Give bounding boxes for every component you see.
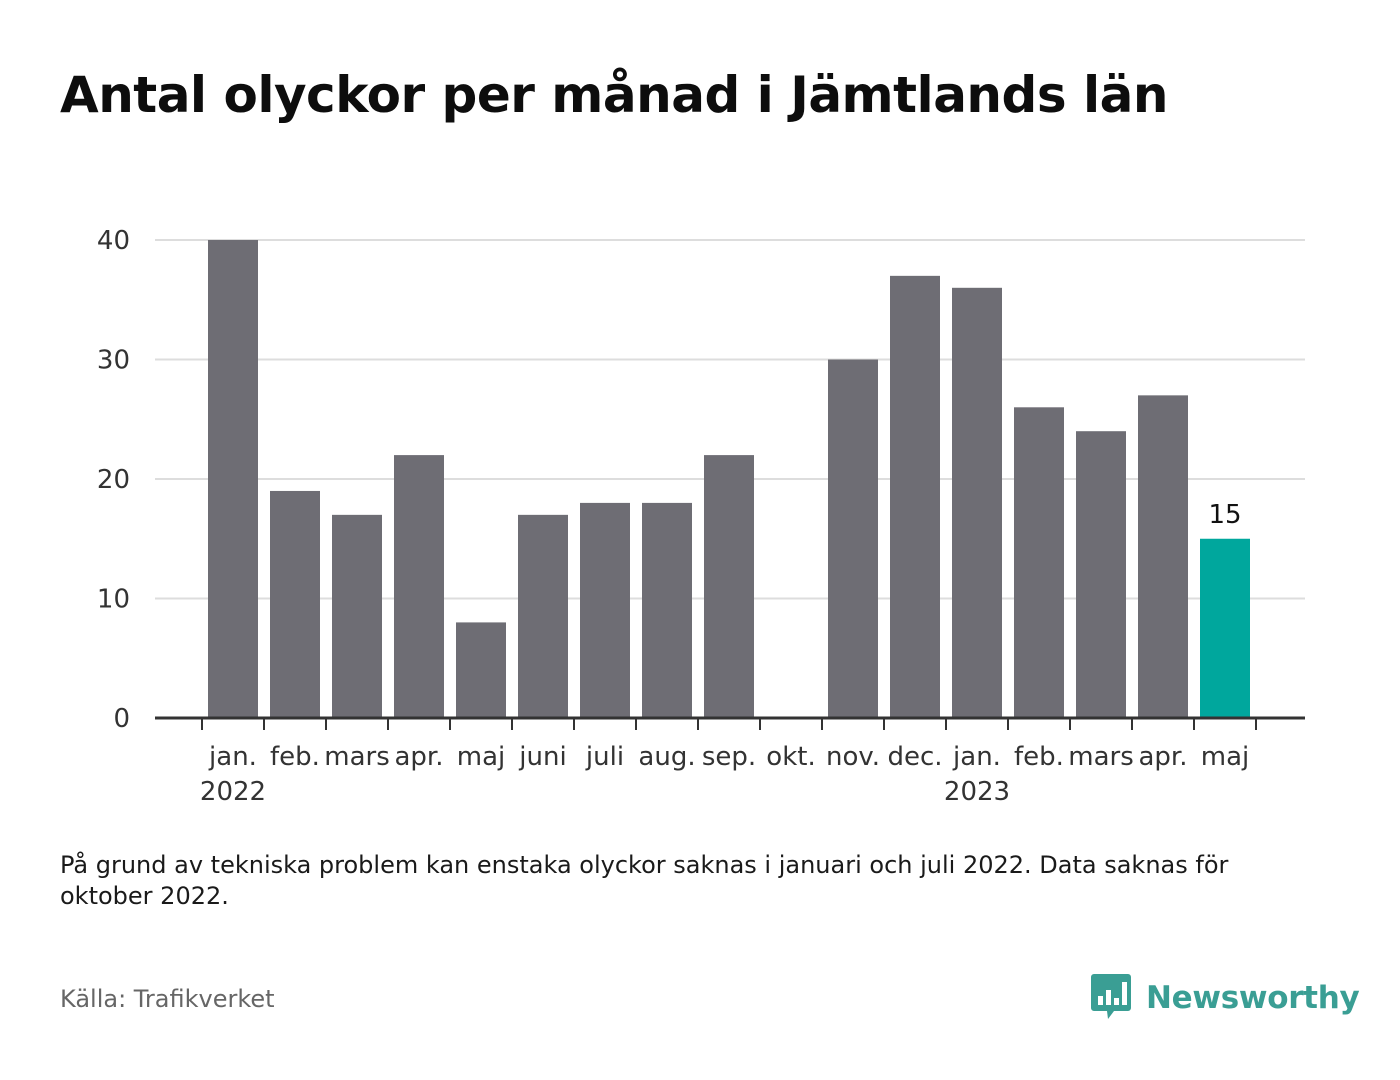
data-labels: 15 (1208, 500, 1241, 530)
x-tick-label: mars (1068, 742, 1134, 772)
bar (1076, 431, 1126, 718)
x-axis (155, 716, 1305, 730)
bar (332, 514, 382, 718)
bar (1014, 407, 1064, 718)
x-tick-label: maj (1201, 742, 1249, 772)
bar (1200, 538, 1250, 718)
bar (952, 287, 1002, 718)
x-tick-label: nov. (826, 742, 880, 772)
y-axis-ticks: 0 10 20 30 40 (97, 226, 130, 734)
x-tick-label: feb. (1014, 742, 1064, 772)
x-tick-label: aug. (638, 742, 695, 772)
x-axis-labels: jan. feb. mars apr. maj juni juli aug. sep. okt. n… (200, 742, 1249, 807)
x-tick-label: jan. (952, 742, 1001, 772)
x-tick-label: maj (457, 742, 505, 772)
bar (208, 240, 258, 718)
bar (1138, 395, 1188, 718)
y-tick-label: 30 (97, 346, 130, 376)
source-credit: Källa: Trafikverket (60, 985, 275, 1013)
y-tick-label: 0 (113, 704, 130, 734)
y-tick-label: 10 (97, 585, 130, 615)
bar (642, 502, 692, 718)
x-year-label: 2022 (200, 777, 266, 807)
bar (456, 622, 506, 718)
x-tick-label: juli (585, 742, 624, 772)
data-label: 15 (1208, 500, 1241, 530)
bar (580, 502, 630, 718)
y-tick-label: 20 (97, 465, 130, 495)
x-tick-label: sep. (702, 742, 756, 772)
newsworthy-logo-icon (1090, 972, 1132, 1024)
x-tick-label: okt. (766, 742, 815, 772)
x-tick-label: dec. (887, 742, 942, 772)
x-tick-label: apr. (1138, 742, 1187, 772)
x-tick-label: mars (324, 742, 390, 772)
x-tick-label: jan. (208, 742, 257, 772)
x-tick-label: juni (518, 742, 566, 772)
bar (518, 514, 568, 718)
footnote: På grund av tekniska problem kan enstaka… (60, 851, 1229, 910)
bar (394, 455, 444, 718)
bar (270, 490, 320, 718)
y-tick-label: 40 (97, 226, 130, 256)
bar (704, 455, 754, 718)
bar (890, 275, 940, 718)
bar (828, 359, 878, 718)
bars (208, 240, 1250, 718)
x-tick-label: apr. (394, 742, 443, 772)
brand-name: Newsworthy (1146, 980, 1360, 1016)
brand-logo: Newsworthy (1090, 972, 1360, 1024)
chart-title: Antal olyckor per månad i Jämtlands län (60, 66, 1168, 124)
x-year-label: 2023 (944, 777, 1010, 807)
x-tick-label: feb. (270, 742, 320, 772)
